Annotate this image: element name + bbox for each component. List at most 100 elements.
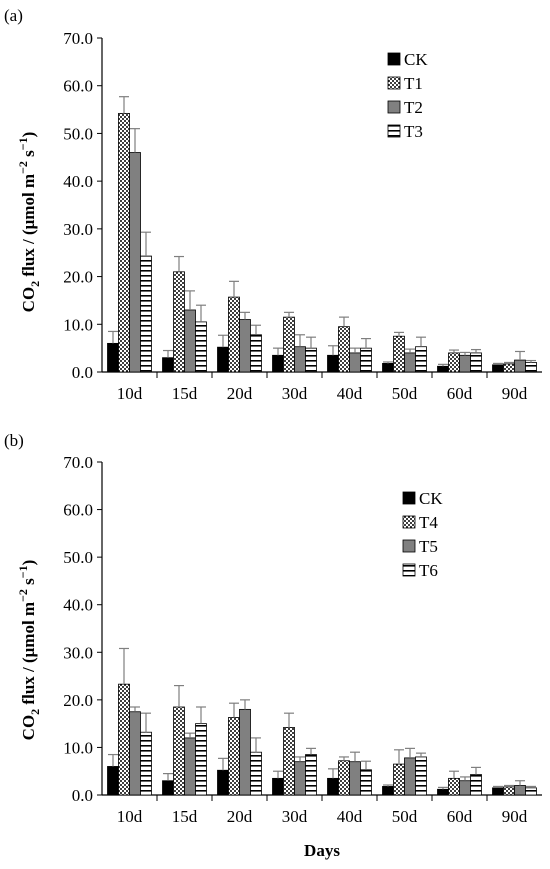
x-tick-label: 15d bbox=[172, 384, 198, 403]
x-tick-label: 20d bbox=[227, 807, 253, 826]
bar-ck-20d bbox=[217, 346, 229, 373]
legend-label-t3: T3 bbox=[404, 122, 423, 141]
bar-t3-15d bbox=[195, 321, 207, 373]
bar-t6-40d bbox=[360, 769, 372, 796]
bar-t6-10d bbox=[140, 731, 152, 796]
bar-t5-90d bbox=[514, 785, 526, 796]
x-tick-label: 50d bbox=[392, 807, 418, 826]
legend-label-ck: CK bbox=[419, 489, 443, 508]
bar-t2-50d bbox=[404, 352, 416, 373]
bar-ck-50d bbox=[382, 786, 394, 796]
y-axis-label: CO2 flux / (μmol m−2 s−1) bbox=[16, 132, 42, 313]
bar-t5-30d bbox=[294, 761, 306, 796]
bar-ck-10d bbox=[107, 342, 119, 373]
bar-t4-60d bbox=[448, 777, 460, 796]
bar-t3-10d bbox=[140, 255, 152, 373]
y-tick-label: 0.0 bbox=[72, 786, 93, 805]
x-tick-label: 90d bbox=[502, 384, 528, 403]
panel-label: (a) bbox=[4, 6, 23, 25]
x-axis-label: Days bbox=[304, 841, 340, 860]
x-tick-label: 60d bbox=[447, 384, 473, 403]
bar-t2-90d bbox=[514, 359, 526, 373]
bar-t4-30d bbox=[283, 727, 295, 796]
bar-t3-50d bbox=[415, 346, 427, 373]
x-tick-label: 60d bbox=[447, 807, 473, 826]
bar-t2-40d bbox=[349, 352, 361, 373]
legend-label-ck: CK bbox=[404, 50, 428, 69]
bar-t1-40d bbox=[338, 326, 350, 373]
bar-ck-90d bbox=[492, 364, 504, 373]
legend-label-t6: T6 bbox=[419, 561, 438, 580]
bar-ck-40d bbox=[327, 354, 339, 373]
bar-t1-30d bbox=[283, 316, 295, 373]
y-tick-label: 60.0 bbox=[63, 501, 93, 520]
bar-ck-40d bbox=[327, 777, 339, 796]
bar-t2-10d bbox=[129, 152, 141, 373]
x-tick-label: 30d bbox=[282, 807, 308, 826]
bar-t6-30d bbox=[305, 754, 317, 796]
bar-ck-50d bbox=[382, 363, 394, 373]
x-tick-label: 40d bbox=[337, 384, 363, 403]
bar-ck-30d bbox=[272, 777, 284, 796]
x-tick-label: 15d bbox=[172, 807, 198, 826]
bar-t4-10d bbox=[118, 683, 130, 796]
x-tick-label: 20d bbox=[227, 384, 253, 403]
y-tick-label: 10.0 bbox=[63, 738, 93, 757]
bar-t2-30d bbox=[294, 346, 306, 373]
bar-t5-20d bbox=[239, 708, 251, 796]
bar-t4-40d bbox=[338, 760, 350, 796]
bar-t6-20d bbox=[250, 751, 262, 796]
bar-t4-50d bbox=[393, 763, 405, 796]
bar-t2-20d bbox=[239, 319, 251, 373]
panel-b: (b) CO2 flux / (μmol m−2 s−1) Days 0.0 10… bbox=[4, 431, 542, 860]
y-tick-label: 40.0 bbox=[63, 172, 93, 191]
bar-t2-15d bbox=[184, 309, 196, 373]
legend-swatch-t2 bbox=[387, 100, 401, 114]
bar-t4-90d bbox=[503, 786, 515, 796]
bar-t5-15d bbox=[184, 737, 196, 796]
bar-t6-60d bbox=[470, 774, 482, 796]
bar-t3-90d bbox=[525, 362, 537, 373]
bar-ck-10d bbox=[107, 766, 119, 796]
bar-ck-20d bbox=[217, 769, 229, 796]
bar-t3-60d bbox=[470, 352, 482, 373]
legend-label-t5: T5 bbox=[419, 537, 438, 556]
legend-swatch-t4 bbox=[402, 515, 416, 529]
y-tick-label: 50.0 bbox=[63, 548, 93, 567]
bar-ck-90d bbox=[492, 787, 504, 796]
bar-t5-10d bbox=[129, 711, 141, 796]
legend-swatch-t1 bbox=[387, 76, 401, 90]
bar-ck-15d bbox=[162, 780, 174, 796]
x-tick-label: 50d bbox=[392, 384, 418, 403]
y-tick-label: 40.0 bbox=[63, 596, 93, 615]
panel-label: (b) bbox=[4, 431, 24, 450]
legend-swatch-ck bbox=[387, 52, 401, 66]
bar-ck-60d bbox=[437, 365, 449, 373]
bar-t1-15d bbox=[173, 271, 185, 373]
bar-t1-60d bbox=[448, 352, 460, 373]
y-tick-label: 0.0 bbox=[72, 363, 93, 382]
x-tick-label: 10d bbox=[117, 384, 143, 403]
bar-t3-40d bbox=[360, 347, 372, 373]
bar-t2-60d bbox=[459, 354, 471, 373]
bar-ck-30d bbox=[272, 354, 284, 373]
y-tick-label: 70.0 bbox=[63, 29, 93, 48]
bar-t3-20d bbox=[250, 334, 262, 373]
y-tick-label: 50.0 bbox=[63, 124, 93, 143]
y-tick-label: 30.0 bbox=[63, 643, 93, 662]
y-tick-label: 10.0 bbox=[63, 315, 93, 334]
legend-swatch-t3 bbox=[387, 124, 401, 138]
bar-t6-50d bbox=[415, 756, 427, 796]
y-tick-label: 20.0 bbox=[63, 691, 93, 710]
x-tick-label: 40d bbox=[337, 807, 363, 826]
bar-t6-90d bbox=[525, 787, 537, 796]
bar-t4-15d bbox=[173, 706, 185, 796]
bar-t1-50d bbox=[393, 335, 405, 373]
bar-ck-60d bbox=[437, 788, 449, 796]
legend-label-t1: T1 bbox=[404, 74, 423, 93]
y-tick-label: 60.0 bbox=[63, 77, 93, 96]
legend-swatch-t5 bbox=[402, 539, 416, 553]
bar-t4-20d bbox=[228, 717, 240, 796]
y-tick-label: 20.0 bbox=[63, 268, 93, 287]
